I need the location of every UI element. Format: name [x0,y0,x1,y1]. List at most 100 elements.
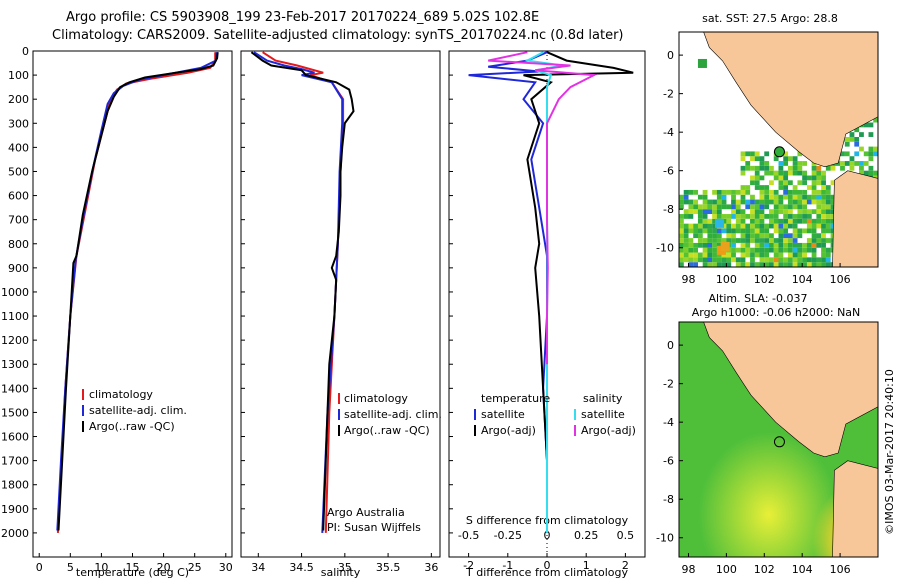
salinity-xtick-label: 35 [338,561,352,574]
salinity-profile-line-argo [250,51,355,531]
salinity-legend-label: satellite-adj. clim. [344,408,442,421]
sst-xtick-label: 102 [754,273,775,286]
difference-legend-label: satellite [481,408,525,421]
sst-land-java [832,170,878,267]
salinity-xtick-label: 35.5 [376,561,401,574]
temperature-xtick-label: 25 [188,561,202,574]
sst-ytick-label: -6 [663,165,674,178]
temperature-ytick-label: 500 [8,165,29,178]
difference-legend-label-s: salinity [583,392,623,405]
temperature-ytick-label: 1600 [1,431,29,444]
difference-profile-line-s-satellite [524,51,563,533]
salinity-xtick-label: 34.5 [289,561,314,574]
temperature-legend-label: climatology [89,388,153,401]
imos-credit: ©IMOS 03-Mar-2017 20:40:10 [883,369,896,535]
sst-xtick-label: 106 [830,273,851,286]
temperature-xlabel: temperature (deg C) [76,566,189,579]
temperature-ytick-label: 900 [8,262,29,275]
sst-map-title: sat. SST: 27.5 Argo: 28.8 [702,12,838,25]
difference-profile-line-s-argo [487,51,598,365]
temperature-profile-line-climatology [56,52,217,533]
sst-argo-position [773,146,785,158]
temperature-xtick-label: 0 [36,561,43,574]
temperature-ytick-label: 1200 [1,334,29,347]
temperature-legend-label: satellite-adj. clim. [89,404,187,417]
sst-xtick-label: 104 [792,273,813,286]
sst-xtick-label: 98 [681,273,695,286]
difference-xtick-label: -1 [502,559,513,572]
sla-xtick-label: 98 [681,563,695,576]
temperature-ytick-label: 1400 [1,382,29,395]
temperature-ytick-label: 700 [8,214,29,227]
salinity-legend-label: Argo(..raw -QC) [344,424,430,437]
temperature-xtick-label: 5 [67,561,74,574]
sst-ytick-label: -2 [663,88,674,101]
sla-ytick-label: -2 [663,378,674,391]
temperature-ytick-label: 200 [8,93,29,106]
sla-ytick-label: -4 [663,416,674,429]
sst-xtick-label: 100 [716,273,737,286]
salinity-profile-line-satellite [253,51,344,533]
sla-map-frame [678,321,879,558]
sla-map-subtitle: Argo h1000: -0.06 h2000: NaN [692,306,861,319]
temperature-legend-label: Argo(..raw -QC) [89,420,175,433]
sla-land-sumatra [703,322,878,458]
sla-ytick-label: -6 [663,455,674,468]
salinity-profile-line-climatology [262,51,345,533]
difference-xtick-label: 0 [544,559,551,572]
temperature-ytick-label: 400 [8,141,29,154]
salinity-legend-label: climatology [344,392,408,405]
salinity-frame [240,50,441,558]
difference-top-tick-label: 0 [544,529,551,542]
salinity-annotation-org: Argo Australia [327,506,405,519]
difference-xtick-label: 1 [583,559,590,572]
temperature-xtick-label: 10 [94,561,108,574]
temperature-ytick-label: 2000 [1,527,29,540]
sla-ytick-label: 0 [667,339,674,352]
sla-land-java [832,460,878,557]
sst-map-pixels [679,32,878,267]
sst-map-frame [678,31,879,268]
sla-map-field [679,322,878,557]
title-line-2: Climatology: CARS2009. Satellite-adjuste… [52,28,624,43]
temperature-ytick-label: 800 [8,238,29,251]
difference-top-tick-label: 0.5 [617,529,635,542]
salinity-annotation-pi: PI: Susan Wijffels [327,521,421,534]
temperature-xtick-label: 15 [126,561,140,574]
temperature-ytick-label: 0 [22,45,29,58]
sla-xtick-label: 106 [830,563,851,576]
sst-ytick-label: -10 [656,242,674,255]
temperature-profile-line-satellite [56,52,218,531]
sst-land-sumatra [703,32,878,168]
sla-map-title: Altim. SLA: -0.037 [708,292,807,305]
difference-top-tick-label: -0.25 [494,529,522,542]
temperature-ytick-label: 1300 [1,358,29,371]
sst-ytick-label: -4 [663,126,674,139]
difference-legend-label-s: satellite [581,408,625,421]
difference-top-tick-label: -0.5 [458,529,479,542]
temperature-ytick-label: 1900 [1,503,29,516]
salinity-xlabel: salinity [321,566,361,579]
salinity-xtick-label: 34 [251,561,265,574]
difference-xtick-label: 2 [622,559,629,572]
salinity-xtick-label: 36 [424,561,438,574]
temperature-profile-line-argo [57,52,219,531]
temperature-ytick-label: 1500 [1,406,29,419]
sst-ytick-label: 0 [667,49,674,62]
difference-legend-label: temperature [481,392,550,405]
temperature-ytick-label: 100 [8,69,29,82]
sla-xtick-label: 102 [754,563,775,576]
temperature-frame [32,50,233,558]
difference-top-tick-label: 0.25 [574,529,599,542]
sla-ytick-label: -10 [656,532,674,545]
sla-ytick-label: -8 [663,493,674,506]
sla-argo-position [773,436,785,448]
temperature-ytick-label: 300 [8,117,29,130]
temperature-ytick-label: 1000 [1,286,29,299]
temperature-ytick-label: 600 [8,190,29,203]
temperature-xtick-label: 20 [157,561,171,574]
difference-xtick-label: -2 [463,559,474,572]
sst-ytick-label: -8 [663,203,674,216]
temperature-ytick-label: 1700 [1,455,29,468]
